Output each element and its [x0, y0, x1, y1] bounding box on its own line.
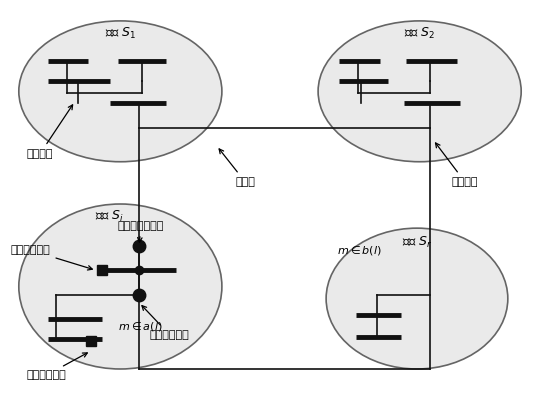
- Text: $m\in a(l)$: $m\in a(l)$: [118, 320, 162, 333]
- Text: 内部潮流量测: 内部潮流量测: [142, 306, 190, 340]
- Text: 连接线潮流量测: 连接线潮流量测: [118, 221, 164, 242]
- Ellipse shape: [19, 21, 222, 162]
- Text: 区域 $S_2$: 区域 $S_2$: [404, 25, 435, 40]
- Text: 区域 $S_1$: 区域 $S_1$: [105, 25, 136, 40]
- Text: 边界注入量测: 边界注入量测: [11, 245, 92, 270]
- Text: 内部母线: 内部母线: [27, 105, 72, 159]
- Text: 区域 $S_r$: 区域 $S_r$: [402, 235, 433, 250]
- Text: 内部注入量测: 内部注入量测: [27, 353, 87, 380]
- Ellipse shape: [19, 204, 222, 369]
- Text: 边界母线: 边界母线: [436, 143, 478, 187]
- Text: $m\in b(l)$: $m\in b(l)$: [337, 244, 382, 257]
- Text: 连接线: 连接线: [219, 149, 255, 187]
- Ellipse shape: [318, 21, 521, 162]
- Text: 区域 $S_i$: 区域 $S_i$: [95, 209, 124, 224]
- Ellipse shape: [326, 228, 508, 369]
